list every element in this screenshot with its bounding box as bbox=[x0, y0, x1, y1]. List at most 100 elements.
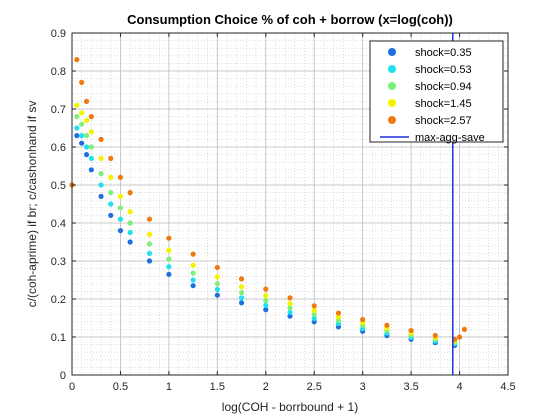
x-tick-label: 4.5 bbox=[500, 381, 515, 393]
data-point bbox=[238, 300, 245, 306]
data-point bbox=[432, 332, 438, 339]
data-point bbox=[263, 297, 269, 304]
legend-marker bbox=[388, 99, 396, 107]
data-point bbox=[117, 174, 124, 180]
data-point bbox=[88, 144, 94, 150]
legend-marker bbox=[388, 48, 396, 56]
data-point bbox=[108, 155, 114, 161]
data-point bbox=[108, 190, 114, 196]
data-point bbox=[83, 152, 90, 158]
y-tick-label: 0.6 bbox=[51, 142, 66, 154]
data-point bbox=[83, 133, 90, 139]
data-point bbox=[88, 155, 94, 161]
data-point bbox=[88, 167, 94, 173]
data-point bbox=[74, 57, 80, 63]
data-point bbox=[287, 313, 293, 319]
data-point bbox=[263, 302, 269, 309]
data-point bbox=[127, 190, 133, 196]
legend-label: shock=0.94 bbox=[415, 81, 472, 93]
data-point bbox=[98, 171, 104, 177]
legend-marker bbox=[388, 82, 396, 90]
y-tick-label: 0.8 bbox=[51, 66, 66, 78]
data-point bbox=[214, 292, 220, 298]
data-point bbox=[108, 174, 114, 180]
data-point bbox=[79, 110, 85, 116]
series-layer bbox=[69, 57, 467, 348]
legend-box bbox=[369, 40, 504, 143]
data-point bbox=[166, 235, 172, 241]
legend-marker bbox=[388, 65, 396, 73]
data-point bbox=[214, 274, 220, 280]
data-point bbox=[166, 247, 172, 253]
y-tick-label: 0.4 bbox=[51, 218, 66, 230]
data-point bbox=[166, 271, 172, 277]
data-point bbox=[98, 182, 104, 188]
data-point bbox=[287, 309, 293, 315]
plot-area-frame bbox=[71, 32, 509, 376]
data-point bbox=[238, 276, 245, 282]
x-tick-label: 2 bbox=[263, 381, 269, 393]
data-point bbox=[117, 205, 124, 211]
data-point bbox=[79, 133, 85, 139]
data-point bbox=[263, 286, 269, 292]
data-point bbox=[117, 193, 124, 199]
data-point bbox=[74, 102, 80, 108]
y-tick-labels: 0 0.1 0.2 0.3 0.4 0.5 0.6 0.7 0.8 0.9 bbox=[51, 28, 66, 382]
data-point bbox=[263, 307, 269, 313]
chart-title: Consumption Choice % of coh + borrow (x=… bbox=[127, 12, 453, 27]
legend-marker bbox=[388, 116, 396, 124]
data-point bbox=[79, 79, 85, 85]
series-4 bbox=[69, 57, 467, 342]
data-point bbox=[461, 326, 467, 332]
data-point bbox=[311, 315, 317, 321]
data-point bbox=[311, 307, 317, 313]
data-point bbox=[238, 284, 245, 290]
y-axis-label: c/(coh-aprime) if br; c/cashonhand if sv bbox=[25, 101, 39, 308]
y-tick-label: 0 bbox=[60, 370, 66, 382]
data-point bbox=[83, 98, 90, 104]
legend: shock=0.35 shock=0.53 shock=0.94 shock=1.45… bbox=[369, 40, 504, 144]
x-tick-label: 4 bbox=[456, 381, 462, 393]
y-tick-label: 0.9 bbox=[51, 28, 66, 40]
x-tick-labels: 0 0.5 1 1.5 2 2.5 3 3.5 4 4.5 bbox=[69, 381, 516, 393]
data-point bbox=[146, 241, 153, 247]
data-point bbox=[146, 258, 153, 264]
data-point bbox=[74, 133, 80, 139]
data-point bbox=[98, 193, 104, 199]
data-point bbox=[83, 144, 90, 150]
data-point bbox=[456, 334, 463, 340]
data-point bbox=[79, 140, 85, 146]
data-point bbox=[88, 114, 94, 120]
data-point bbox=[146, 250, 153, 256]
data-point bbox=[190, 251, 196, 257]
x-tick-label: 3 bbox=[360, 381, 366, 393]
data-point bbox=[263, 292, 269, 299]
legend-label: shock=2.57 bbox=[415, 115, 472, 127]
data-point bbox=[108, 212, 114, 218]
data-point bbox=[384, 322, 390, 328]
y-tick-label: 0.5 bbox=[51, 180, 66, 192]
data-point bbox=[127, 209, 133, 215]
data-point bbox=[408, 327, 414, 334]
legend-label: shock=0.53 bbox=[415, 64, 472, 76]
y-tick-label: 0.7 bbox=[51, 104, 66, 116]
data-point bbox=[117, 228, 124, 234]
x-axis-label: log(COH - borrbound + 1) bbox=[222, 400, 358, 414]
x-tick-label: 3.5 bbox=[403, 381, 418, 393]
data-point bbox=[146, 216, 153, 222]
data-point bbox=[311, 303, 317, 309]
data-point bbox=[79, 121, 85, 127]
major-grid bbox=[71, 32, 509, 376]
data-point bbox=[335, 310, 342, 316]
data-point bbox=[190, 270, 196, 276]
x-tick-label: 2.5 bbox=[307, 381, 322, 393]
data-point bbox=[117, 216, 124, 222]
legend-label: shock=0.35 bbox=[415, 47, 472, 59]
data-point bbox=[83, 117, 90, 123]
x-tick-label: 1 bbox=[166, 381, 172, 393]
data-point bbox=[108, 201, 114, 207]
data-point bbox=[98, 136, 104, 142]
data-point bbox=[190, 262, 196, 268]
legend-label: shock=1.45 bbox=[415, 98, 472, 110]
